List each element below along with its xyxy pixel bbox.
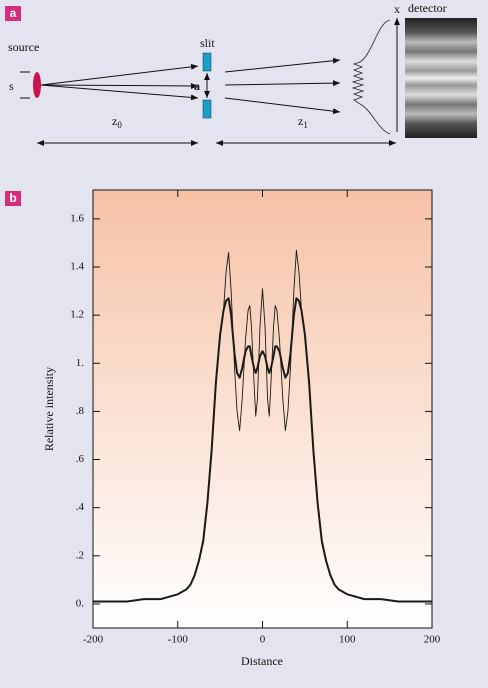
plot: 0. .2 .4 .6 .8 1. 1.2 1.4 1.6 -200 -100 0 100 200 [70,190,441,646]
x-axis-label: x [394,2,400,16]
slit-jaw [202,99,212,119]
panel-label: b [9,191,16,205]
panel-label: a [10,6,17,20]
ray [40,63,199,86]
ray [224,80,341,87]
z0-subscript: 0 [117,120,122,130]
ray [224,57,341,73]
y-tick-label: 1. [76,357,85,369]
plot-background [93,190,432,628]
x-axis-title: Distance [241,654,283,668]
ray [224,97,341,115]
z1-subscript: 1 [303,120,308,130]
y-tick-label: .2 [76,549,84,561]
source-label: source [8,40,39,54]
panel-a: a source s slit a x detector z0 z1 [5,1,477,146]
y-tick-label: 1.6 [70,212,84,224]
y-tick-label: .6 [76,453,85,465]
z1-label: z1 [298,114,308,130]
z0-label: z0 [112,114,122,130]
z0-symbol: z [112,114,117,128]
slit-label: slit [200,36,215,50]
y-tick-label: 1.4 [70,261,84,273]
ray [40,84,199,101]
ray [40,82,199,89]
y-tick-label: .4 [76,501,85,513]
y-tick-label: 0. [76,597,85,609]
z1-symbol: z [298,114,303,128]
plot-frame [92,189,433,629]
panel-badge [5,6,21,21]
s-label: s [9,79,14,93]
intensity-profile [351,19,391,135]
data-line [93,297,432,603]
source [33,72,41,98]
slit-width-label: a [194,79,200,93]
y-axis-title: Relative intensity [42,367,56,451]
panel-badge [5,191,21,206]
y-tick-label: 1.2 [70,309,84,321]
x-tick-label: 200 [424,634,441,646]
x-tick-label: 100 [339,634,356,646]
y-tick-label: .8 [76,405,85,417]
x-tick-label: 0 [260,634,266,646]
detector-label: detector [408,1,447,15]
detector-image [405,18,477,138]
slit-jaw [202,52,212,72]
x-tick-label: -200 [83,634,104,646]
x-tick-label: -100 [168,634,189,646]
